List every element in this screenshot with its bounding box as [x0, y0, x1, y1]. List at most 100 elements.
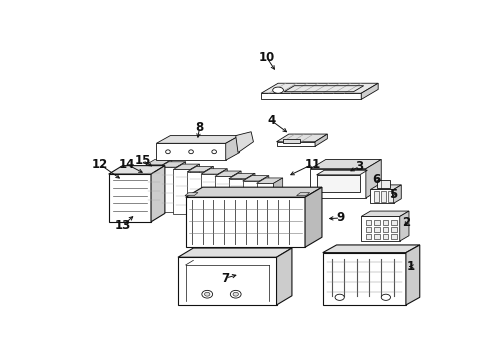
Text: 4: 4: [268, 114, 276, 127]
Polygon shape: [159, 167, 176, 212]
Ellipse shape: [204, 292, 210, 296]
Polygon shape: [204, 166, 214, 216]
Text: 8: 8: [196, 121, 204, 134]
Polygon shape: [374, 234, 380, 239]
Polygon shape: [156, 143, 226, 160]
Text: 15: 15: [134, 154, 151, 167]
Polygon shape: [261, 93, 361, 99]
Ellipse shape: [273, 87, 283, 93]
Polygon shape: [383, 234, 388, 239]
Polygon shape: [323, 245, 420, 253]
Text: 12: 12: [91, 158, 108, 171]
Polygon shape: [323, 253, 406, 305]
Polygon shape: [383, 227, 388, 232]
Polygon shape: [146, 159, 172, 165]
Polygon shape: [190, 164, 199, 214]
Polygon shape: [260, 176, 269, 226]
Text: 13: 13: [114, 219, 131, 232]
Polygon shape: [377, 180, 391, 188]
Polygon shape: [245, 173, 255, 223]
Polygon shape: [151, 166, 165, 222]
Polygon shape: [392, 234, 397, 239]
Polygon shape: [305, 187, 322, 247]
Polygon shape: [370, 189, 393, 203]
Polygon shape: [201, 169, 227, 174]
Ellipse shape: [335, 294, 344, 300]
Polygon shape: [186, 197, 305, 247]
Polygon shape: [317, 175, 360, 192]
Polygon shape: [215, 176, 232, 221]
Polygon shape: [296, 193, 310, 195]
Polygon shape: [226, 136, 240, 160]
Polygon shape: [392, 220, 397, 225]
Polygon shape: [243, 176, 269, 181]
Polygon shape: [388, 191, 393, 202]
Polygon shape: [173, 164, 199, 170]
Text: 6: 6: [372, 173, 381, 186]
Polygon shape: [229, 179, 245, 223]
Polygon shape: [243, 181, 260, 226]
Polygon shape: [361, 83, 378, 99]
Ellipse shape: [212, 150, 217, 154]
Text: 9: 9: [336, 211, 344, 225]
Polygon shape: [381, 191, 386, 202]
Polygon shape: [374, 220, 380, 225]
Ellipse shape: [381, 294, 391, 300]
Polygon shape: [276, 248, 292, 305]
Ellipse shape: [233, 292, 239, 296]
Polygon shape: [400, 211, 409, 241]
Text: 1: 1: [406, 260, 415, 273]
Polygon shape: [276, 142, 315, 147]
Polygon shape: [109, 166, 165, 174]
Ellipse shape: [166, 150, 171, 154]
Polygon shape: [315, 134, 327, 147]
Polygon shape: [283, 139, 300, 143]
Polygon shape: [215, 171, 241, 176]
Polygon shape: [374, 227, 380, 232]
Polygon shape: [173, 170, 190, 214]
Ellipse shape: [202, 291, 213, 298]
Polygon shape: [201, 174, 218, 219]
Text: 14: 14: [118, 158, 135, 171]
Polygon shape: [361, 211, 409, 216]
Polygon shape: [366, 234, 371, 239]
Polygon shape: [366, 220, 371, 225]
Polygon shape: [185, 193, 198, 195]
Polygon shape: [392, 227, 397, 232]
Text: 3: 3: [356, 160, 364, 173]
Polygon shape: [229, 173, 255, 179]
Polygon shape: [159, 162, 186, 167]
Polygon shape: [311, 169, 366, 198]
Polygon shape: [261, 83, 378, 93]
Polygon shape: [311, 159, 381, 169]
Polygon shape: [163, 159, 172, 210]
Polygon shape: [366, 227, 371, 232]
Polygon shape: [393, 185, 401, 203]
Polygon shape: [232, 171, 241, 221]
Polygon shape: [156, 136, 240, 143]
Polygon shape: [257, 178, 283, 183]
Text: 5: 5: [390, 188, 398, 201]
Text: 11: 11: [305, 158, 321, 171]
Polygon shape: [276, 134, 327, 142]
Polygon shape: [273, 178, 283, 228]
Text: 7: 7: [221, 271, 230, 284]
Polygon shape: [366, 159, 381, 198]
Polygon shape: [187, 166, 214, 172]
Polygon shape: [178, 248, 292, 257]
Polygon shape: [370, 185, 401, 189]
Polygon shape: [236, 132, 253, 153]
Polygon shape: [317, 170, 368, 175]
Polygon shape: [146, 165, 163, 210]
Polygon shape: [178, 257, 276, 305]
Polygon shape: [186, 187, 322, 197]
Polygon shape: [176, 162, 186, 212]
Text: 10: 10: [258, 50, 275, 64]
Polygon shape: [257, 183, 273, 228]
Polygon shape: [406, 245, 420, 305]
Polygon shape: [361, 216, 400, 241]
Polygon shape: [374, 191, 379, 202]
Polygon shape: [109, 174, 151, 222]
Polygon shape: [187, 172, 204, 216]
Ellipse shape: [189, 150, 194, 154]
